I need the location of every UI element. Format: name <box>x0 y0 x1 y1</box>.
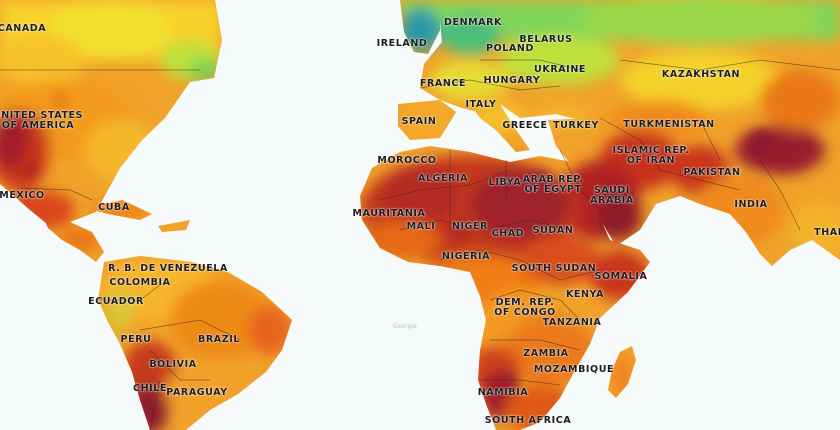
label-mauritania: MAURITANIA <box>352 208 426 219</box>
label-greece: GREECE <box>502 120 548 131</box>
label-kenya: KENYA <box>565 289 605 300</box>
label-nigeria: NIGERIA <box>441 251 491 262</box>
label-ireland: IRELAND <box>376 38 428 49</box>
label-mali: MALI <box>406 221 436 232</box>
label-hungary: HUNGARY <box>483 75 541 86</box>
label-algeria: ALGERIA <box>417 173 469 184</box>
label-ukraine: UKRAINE <box>534 64 586 75</box>
label-dr-congo: DEM. REP. OF CONGO <box>494 297 556 318</box>
label-chad: CHAD <box>491 228 525 239</box>
label-sudan: SUDAN <box>532 225 574 236</box>
label-poland: POLAND <box>486 43 534 54</box>
label-south-sudan: SOUTH SUDAN <box>511 263 597 274</box>
ocean-label: Georgia <box>393 323 417 330</box>
label-belarus: BELARUS <box>519 34 573 45</box>
label-united-states: UNITED STATES OF AMERICA <box>0 110 84 131</box>
label-south-africa: SOUTH AFRICA <box>484 415 572 426</box>
label-kazakhstan: KAZAKHSTAN <box>661 69 741 80</box>
label-india: INDIA <box>734 199 768 210</box>
label-spain: SPAIN <box>401 116 437 127</box>
label-peru: PERU <box>120 334 152 345</box>
label-bolivia: BOLIVIA <box>149 359 197 370</box>
label-italy: ITALY <box>465 99 497 110</box>
label-namibia: NAMIBIA <box>477 387 529 398</box>
label-cuba: CUBA <box>98 202 130 213</box>
label-thailand: THAI <box>814 227 840 238</box>
label-chile: CHILE <box>132 383 168 394</box>
label-saudi-arabia: SAUDI ARABIA <box>590 185 634 206</box>
label-tanzania: TANZANIA <box>542 317 602 328</box>
label-mozambique: MOZAMBIQUE <box>533 364 615 375</box>
label-zambia: ZAMBIA <box>523 348 569 359</box>
label-somalia: SOMALIA <box>594 271 648 282</box>
label-canada: CANADA <box>0 23 47 34</box>
label-egypt: ARAB REP. OF EGYPT <box>522 174 584 195</box>
label-libya: LIBYA <box>488 177 522 188</box>
label-iran: ISLAMIC REP. OF IRAN <box>612 145 690 166</box>
label-ecuador: ECUADOR <box>88 296 144 307</box>
label-turkey: TURKEY <box>553 120 599 131</box>
label-france: FRANCE <box>419 78 467 89</box>
label-brazil: BRAZIL <box>198 334 240 345</box>
label-turkmenistan: TURKMENISTAN <box>623 119 715 130</box>
country-borders <box>0 59 840 430</box>
label-denmark: DENMARK <box>443 17 503 28</box>
label-niger: NIGER <box>451 221 489 232</box>
label-pakistan: PAKISTAN <box>683 167 741 178</box>
label-mexico: MEXICO <box>0 190 45 201</box>
label-venezuela: R. B. DE VENEZUELA <box>108 263 228 274</box>
label-colombia: COLOMBIA <box>109 277 171 288</box>
label-morocco: MOROCCO <box>377 155 437 166</box>
label-paraguay: PARAGUAY <box>166 387 228 398</box>
